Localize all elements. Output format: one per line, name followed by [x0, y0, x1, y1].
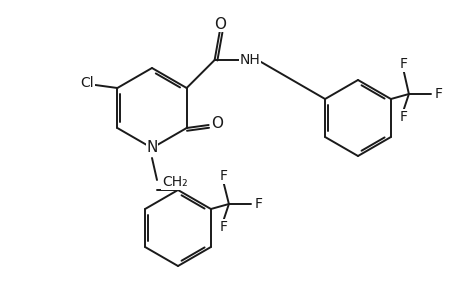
Text: F: F [219, 169, 227, 183]
Text: CH₂: CH₂ [162, 175, 187, 189]
Text: F: F [254, 197, 263, 211]
Text: NH: NH [239, 53, 259, 67]
Text: F: F [399, 110, 407, 124]
Text: F: F [219, 220, 227, 234]
Text: F: F [434, 87, 442, 101]
Text: Cl: Cl [80, 76, 94, 90]
Text: N: N [146, 140, 157, 155]
Text: O: O [210, 116, 222, 130]
Text: O: O [213, 16, 225, 32]
Text: F: F [399, 57, 407, 71]
